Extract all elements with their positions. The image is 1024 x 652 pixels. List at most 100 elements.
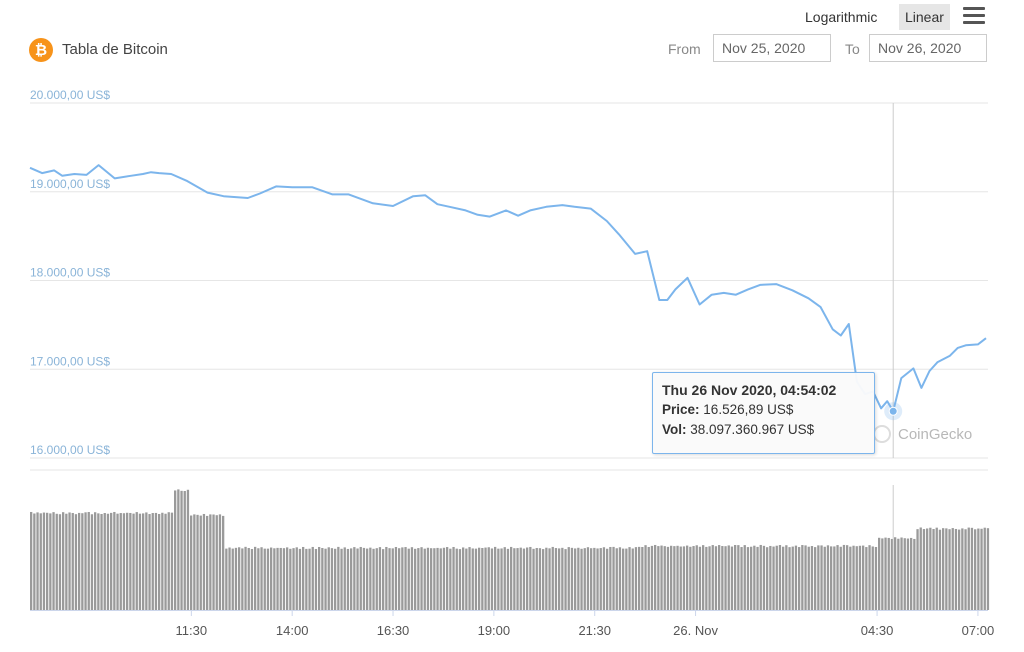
volume-bar — [820, 545, 823, 610]
volume-bar — [87, 512, 90, 610]
logarithmic-scale-button[interactable]: Logarithmic — [805, 9, 878, 25]
volume-bar — [154, 512, 158, 610]
highlight-point[interactable] — [888, 406, 898, 416]
volume-bar — [871, 546, 874, 610]
volume-bar — [206, 515, 209, 610]
volume-bar — [279, 547, 282, 610]
volume-bar — [670, 545, 673, 610]
volume-bar — [958, 529, 961, 610]
volume-bar — [986, 528, 990, 610]
from-date-input[interactable]: Nov 25, 2020 — [713, 34, 831, 62]
volume-bar — [106, 513, 110, 610]
hamburger-menu-icon[interactable] — [963, 7, 985, 25]
volume-bar — [945, 528, 948, 610]
volume-bar — [314, 548, 318, 610]
volume-bar — [660, 545, 663, 610]
volume-bar — [423, 548, 426, 610]
volume-bar — [388, 548, 391, 610]
volume-bar — [609, 546, 612, 610]
y-tick-label: 20.000,00 US$ — [30, 88, 110, 102]
x-tick-label: 07:00 — [962, 623, 995, 638]
volume-bar — [417, 548, 420, 610]
volume-bar — [794, 545, 798, 610]
volume-bar — [327, 547, 330, 610]
volume-bar — [46, 512, 49, 610]
volume-bar — [954, 528, 958, 610]
volume-bar — [30, 511, 33, 610]
linear-scale-button[interactable]: Linear — [899, 4, 950, 30]
volume-bar — [574, 548, 577, 610]
volume-bar — [727, 545, 730, 610]
volume-bar — [782, 546, 785, 610]
volume-bar — [810, 546, 814, 610]
volume-bar — [196, 514, 199, 610]
volume-bar — [615, 548, 618, 610]
volume-bar — [532, 548, 535, 610]
volume-bar — [679, 546, 682, 610]
volume-bar — [359, 546, 362, 610]
volume-bar — [743, 545, 746, 610]
volume-bar — [39, 513, 42, 610]
bitcoin-logo-icon: ₿ — [29, 38, 53, 62]
volume-bar — [753, 545, 756, 610]
volume-bar — [119, 513, 122, 610]
x-tick-label: 14:00 — [276, 623, 309, 638]
volume-bar — [161, 512, 164, 610]
volume-bar — [711, 545, 714, 610]
volume-bar — [890, 538, 894, 610]
volume-bar — [321, 547, 324, 610]
volume-bar — [686, 545, 689, 610]
x-tick-label: 16:30 — [377, 623, 410, 638]
volume-bar — [666, 546, 670, 610]
volume-bar — [212, 514, 215, 610]
volume-bar — [199, 515, 202, 610]
volume-bar — [94, 512, 97, 610]
volume-bar — [634, 547, 638, 610]
grid-lines — [30, 102, 988, 611]
volume-bar — [286, 547, 289, 610]
volume-bar — [202, 513, 206, 610]
volume-bar — [814, 547, 817, 610]
volume-bar — [494, 546, 497, 610]
volume-bar — [52, 512, 55, 610]
volume-bar — [817, 545, 820, 610]
price-line[interactable] — [29, 164, 987, 413]
volume-bar — [180, 490, 183, 610]
volume-bar — [167, 512, 170, 610]
volume-bar — [769, 545, 772, 610]
volume-bar — [446, 547, 449, 610]
price-series[interactable] — [29, 164, 987, 413]
volume-bar — [730, 546, 734, 610]
volume-bar — [318, 546, 321, 610]
volume-bar — [215, 515, 218, 610]
volume-bar — [398, 548, 401, 610]
volume-bar — [183, 490, 186, 610]
volume-bar — [564, 549, 567, 610]
volume-bar — [305, 548, 308, 610]
volume-bar — [535, 547, 538, 610]
volume-bar — [980, 528, 983, 610]
volume-bar — [263, 548, 266, 610]
volume-bar — [510, 546, 513, 610]
volume-bar — [247, 548, 250, 610]
volume-bar — [948, 529, 951, 610]
volume-bars — [30, 489, 990, 610]
x-tick-label: 11:30 — [176, 623, 208, 638]
volume-bar — [350, 548, 353, 610]
volume-bar — [90, 514, 94, 610]
tooltip-vol-row: Vol: 38.097.360.967 US$ — [662, 420, 865, 440]
volume-bar — [420, 547, 423, 610]
volume-bar — [766, 547, 769, 610]
volume-bar — [961, 528, 964, 610]
to-date-input[interactable]: Nov 26, 2020 — [869, 34, 987, 62]
volume-bar — [231, 548, 234, 610]
volume-bar — [254, 546, 257, 610]
volume-bar — [964, 529, 967, 610]
volume-bar — [42, 512, 46, 610]
volume-bar — [580, 548, 583, 610]
volume-bar — [276, 547, 279, 610]
volume-bar — [65, 513, 68, 610]
volume-bar — [932, 529, 935, 610]
volume-bar — [193, 514, 196, 610]
